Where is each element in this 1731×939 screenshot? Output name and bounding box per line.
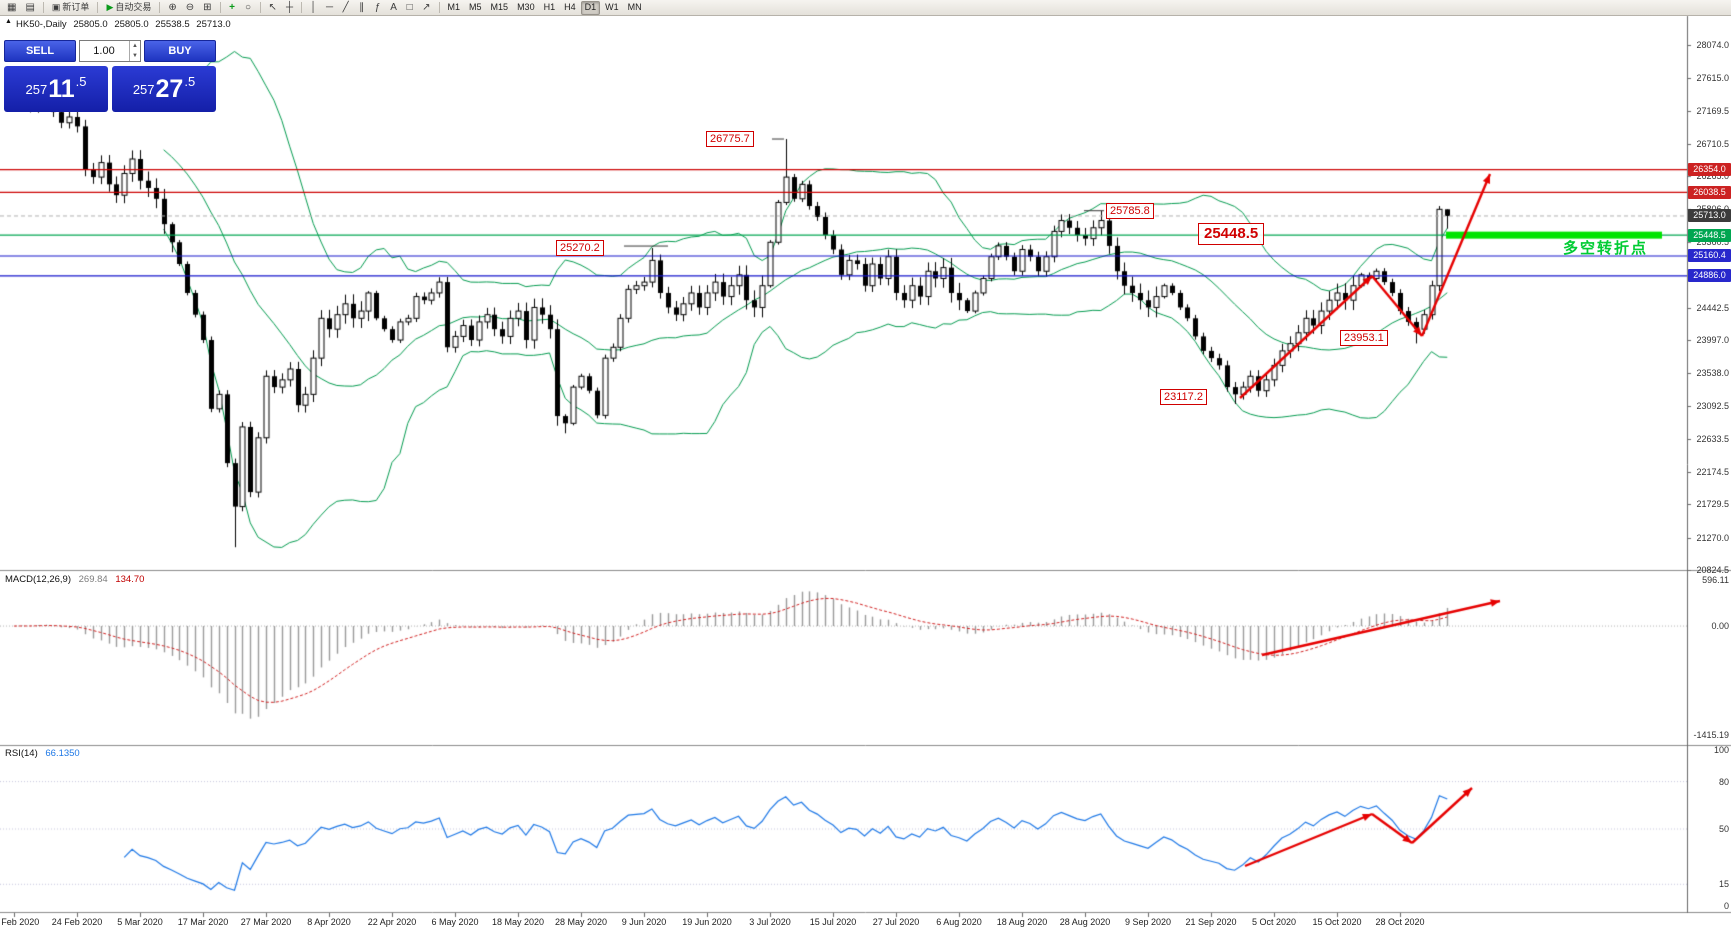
new-order-button[interactable]: ▣ 新订单	[48, 1, 94, 15]
toolbar-separator	[301, 2, 303, 13]
volume-spinner: ▲ ▼	[129, 41, 140, 61]
volume-up-button[interactable]: ▲	[132, 43, 138, 49]
toolbar-separator	[259, 2, 261, 13]
volume-value: 1.00	[93, 45, 115, 57]
timeframe-d1-button[interactable]: D1	[580, 0, 601, 15]
timeframe-w1-button[interactable]: W1	[605, 2, 619, 12]
one-click-trading-toggle[interactable]: ▲	[5, 18, 12, 25]
tile-windows-icon[interactable]: ⊞	[203, 1, 212, 13]
one-click-trading-panel: SELL 1.00 ▲ ▼ BUY 257 11 .5 257	[4, 40, 216, 114]
timeframe-group: M1 M5 M15 M30 H1 H4 D1 W1 MN	[444, 0, 646, 15]
indicators-icon[interactable]: +	[229, 1, 235, 13]
fibonacci-icon[interactable]: ƒ	[374, 1, 381, 13]
buy-price-suffix: .5	[184, 74, 196, 89]
toolbar-separator	[97, 2, 99, 13]
timeframe-m15-button[interactable]: M15	[490, 2, 509, 12]
volume-down-button[interactable]: ▼	[132, 53, 138, 59]
sell-price-display[interactable]: 257 11 .5	[4, 66, 108, 112]
swing-label-26775[interactable]: 26775.7	[706, 131, 754, 147]
vertical-line-icon[interactable]: │	[310, 1, 317, 13]
sell-price-prefix: 257	[25, 81, 48, 97]
channel-icon[interactable]: ∥	[359, 1, 365, 13]
sell-button[interactable]: SELL	[4, 40, 76, 62]
swing-label-23117[interactable]: 23117.2	[1160, 389, 1207, 405]
auto-trading-button[interactable]: ▶ 自动交易	[102, 1, 155, 15]
timeframe-m5-button[interactable]: M5	[469, 2, 482, 12]
trendline-icon[interactable]: ╱	[342, 1, 349, 13]
order-doc-icon: ▣	[51, 2, 61, 12]
timeframe-m1-button[interactable]: M1	[447, 2, 461, 12]
cursor-icon[interactable]: ↖	[268, 1, 277, 13]
toolbar-separator	[219, 2, 221, 13]
sell-price-big: 11	[48, 74, 75, 103]
auto-trading-play-icon: ▶	[106, 2, 114, 12]
chart-profiles-icon[interactable]: ▤	[25, 1, 35, 13]
timeframe-m30-button[interactable]: M30	[517, 2, 535, 12]
buy-price-prefix: 257	[132, 81, 155, 97]
label-tool-icon[interactable]: □	[406, 1, 413, 13]
timeframe-h1-button[interactable]: H1	[543, 2, 556, 12]
swing-label-25785[interactable]: 25785.8	[1106, 203, 1154, 219]
arrow-tool-icon[interactable]: ↗	[422, 1, 431, 13]
toolbar-separator	[438, 2, 440, 13]
zoom-out-icon[interactable]: ⊖	[185, 1, 195, 13]
volume-input[interactable]: 1.00 ▲ ▼	[79, 40, 141, 62]
swing-label-25270[interactable]: 25270.2	[556, 240, 604, 256]
buy-button[interactable]: BUY	[144, 40, 216, 62]
toolbar-separator	[159, 2, 161, 13]
buy-price-display[interactable]: 257 27 .5	[112, 66, 216, 112]
horizontal-line-icon[interactable]: ─	[326, 1, 334, 13]
new-order-label: 新订单	[62, 2, 90, 12]
toolbar-separator	[42, 2, 44, 13]
new-chart-icon[interactable]: ▦	[7, 1, 17, 13]
crosshair-icon[interactable]: ┼	[285, 1, 294, 13]
timeframe-mn-button[interactable]: MN	[627, 2, 642, 12]
periods-icon[interactable]: ○	[245, 1, 252, 13]
auto-trading-label: 自动交易	[115, 2, 152, 12]
sell-price-suffix: .5	[75, 74, 87, 89]
swing-label-23953[interactable]: 23953.1	[1340, 330, 1388, 346]
toolbar: ▦ ▤ ▣ 新订单 ▶ 自动交易 ⊕ ⊖ ⊞ + ○ ↖ ┼ │ ─ ╱ ∥ ƒ…	[0, 0, 1731, 16]
resistance-label-25448[interactable]: 25448.5	[1198, 223, 1265, 245]
zoom-in-icon[interactable]: ⊕	[168, 1, 177, 13]
timeframe-h4-button[interactable]: H4	[564, 2, 576, 12]
text-tool-icon[interactable]: A	[390, 1, 397, 13]
buy-price-big: 27	[155, 74, 184, 103]
